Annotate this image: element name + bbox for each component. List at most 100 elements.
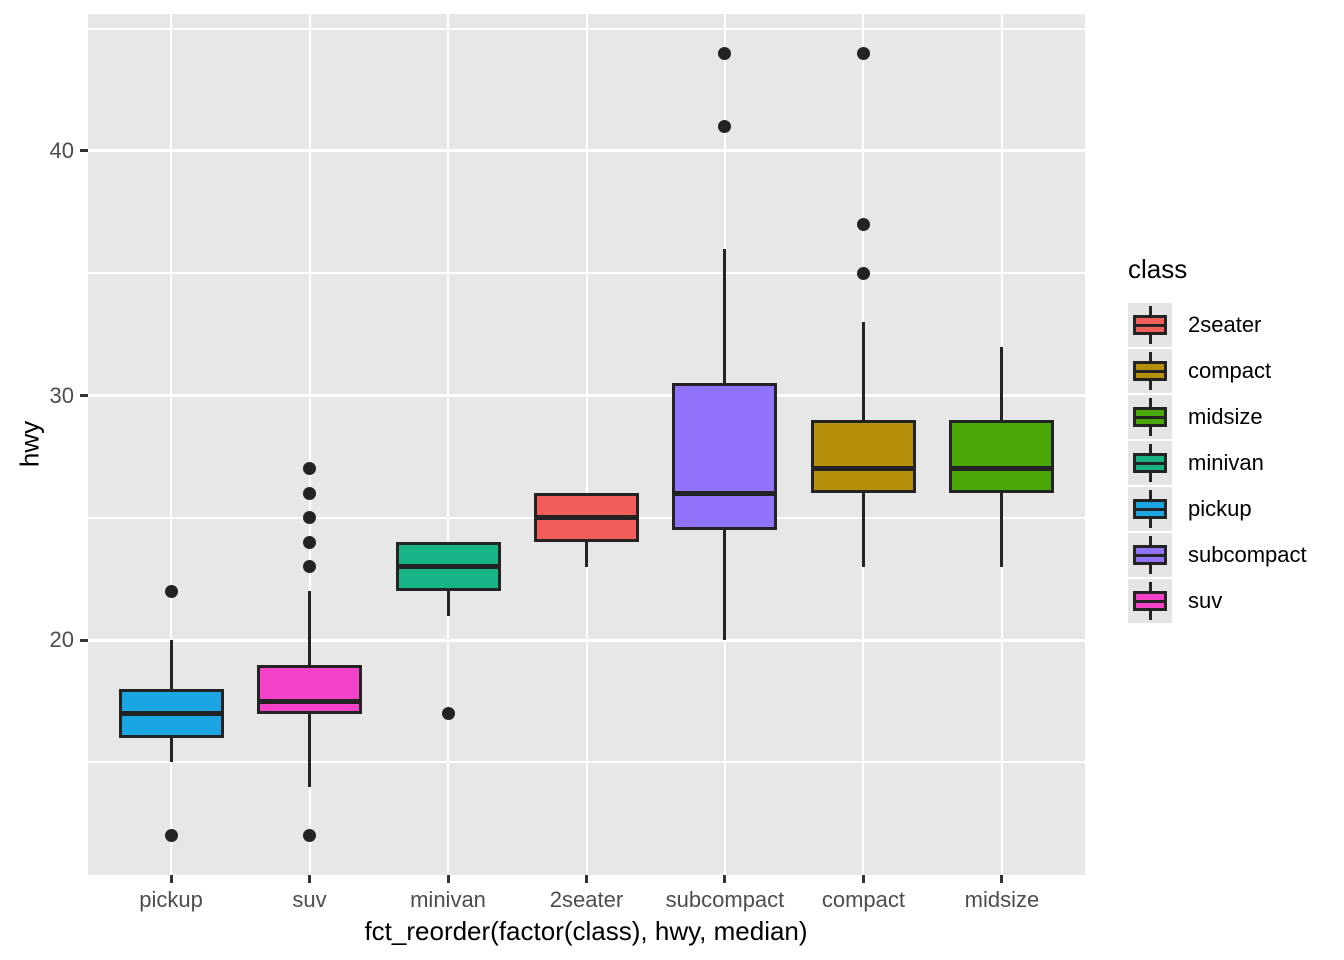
legend-entry: minivan [1128,441,1307,485]
legend-key-median [1133,415,1167,419]
x-tick-label: subcompact [665,887,785,912]
legend-entry: subcompact [1128,533,1307,577]
x-tick-mark [861,875,865,883]
median-line [949,466,1055,472]
box-iqr [949,420,1055,494]
x-tick-mark [1000,875,1004,883]
whisker-upper [1000,346,1004,421]
outlier-dot [164,829,178,843]
median-line [534,515,639,521]
gridline-y-major [88,394,1085,398]
legend-entry: compact [1128,349,1307,393]
x-tick-label: minivan [410,887,486,912]
gridline-y-major [88,149,1085,153]
legend-key-median [1133,369,1167,373]
gridline-x-major [447,14,450,875]
legend-label: minivan [1188,450,1264,475]
legend-key-median [1133,553,1167,557]
whisker-lower [861,493,865,567]
x-tick-label: midsize [964,887,1040,912]
x-tick-label: compact [821,887,906,912]
box-iqr [257,664,363,714]
outlier-dot [441,707,455,721]
legend-key-median [1133,323,1167,327]
gridline-x-major [170,14,173,875]
outlier-dot [303,462,317,476]
x-tick-mark [723,875,727,883]
legend-key [1128,395,1172,439]
whisker-lower [308,713,312,787]
outlier-dot [303,486,317,500]
median-line [395,564,501,570]
legend-key [1128,487,1172,531]
legend-entries: 2seater compact midsize minivan pickup subcom… [1128,303,1307,623]
legend-title: class [1128,254,1188,284]
legend-key-median [1133,461,1167,465]
outlier-dot [718,46,732,60]
outlier-dot [856,217,870,231]
gridline-y-minor [88,27,1085,30]
outlier-dot [856,266,870,280]
whisker-lower [446,591,450,616]
legend-key-median [1133,507,1167,511]
x-tick-label: 2seater [549,887,624,912]
legend-entry: suv [1128,579,1307,623]
box-iqr [810,420,916,494]
legend-key [1128,533,1172,577]
outlier-dot [303,511,317,525]
legend-label: subcompact [1188,542,1307,567]
y-tick-label: 20 [49,627,74,653]
legend-key [1128,303,1172,347]
legend-entry: midsize [1128,395,1307,439]
legend-entry: 2seater [1128,303,1307,347]
y-axis-title: hwy [14,420,45,468]
x-tick-mark [585,875,588,883]
legend-key-median [1133,599,1167,603]
whisker-upper [308,591,312,665]
median-line [810,466,916,472]
gridline-y-minor [88,272,1085,275]
x-axis-title: fct_reorder(factor(class), hwy, median) [364,916,808,946]
x-tick-mark [169,875,173,883]
legend: class 2seater compact midsize minivan pickup… [1128,254,1307,625]
legend-label: compact [1188,358,1272,383]
legend-key [1128,579,1172,623]
median-line [118,711,224,717]
x-tick-mark [308,875,312,883]
x-tick-label: suv [292,887,327,912]
y-tick-label: 40 [49,137,74,163]
whisker-lower [1000,493,1004,567]
gridline-x-major [585,14,588,875]
outlier-dot [303,535,317,549]
plot-panel [88,14,1085,875]
whisker-lower [169,738,173,763]
outlier-dot [303,560,317,574]
legend-label: suv [1188,588,1223,613]
whisker-lower [585,542,588,567]
y-tick-label: 30 [49,382,74,408]
whisker-lower [723,530,727,641]
gridline-y-major [88,638,1085,642]
whisker-upper [861,322,865,421]
gridline-y-minor [88,761,1085,764]
legend-label: pickup [1188,496,1252,521]
outlier-dot [303,829,317,843]
whisker-upper [723,248,727,384]
median-line [257,698,363,704]
whisker-upper [169,640,173,690]
box-iqr [672,383,778,531]
outlier-dot [718,120,732,134]
median-line [672,490,778,496]
outlier-dot [856,46,870,60]
y-tick-mark [80,149,88,153]
x-tick-label: pickup [139,887,203,912]
x-tick-mark [446,875,450,883]
legend-key [1128,349,1172,393]
gridline-x-major [308,14,311,875]
legend-label: 2seater [1188,312,1262,337]
y-tick-mark [80,394,88,398]
legend-entry: pickup [1128,487,1307,531]
y-tick-mark [80,638,88,642]
outlier-dot [164,584,178,598]
